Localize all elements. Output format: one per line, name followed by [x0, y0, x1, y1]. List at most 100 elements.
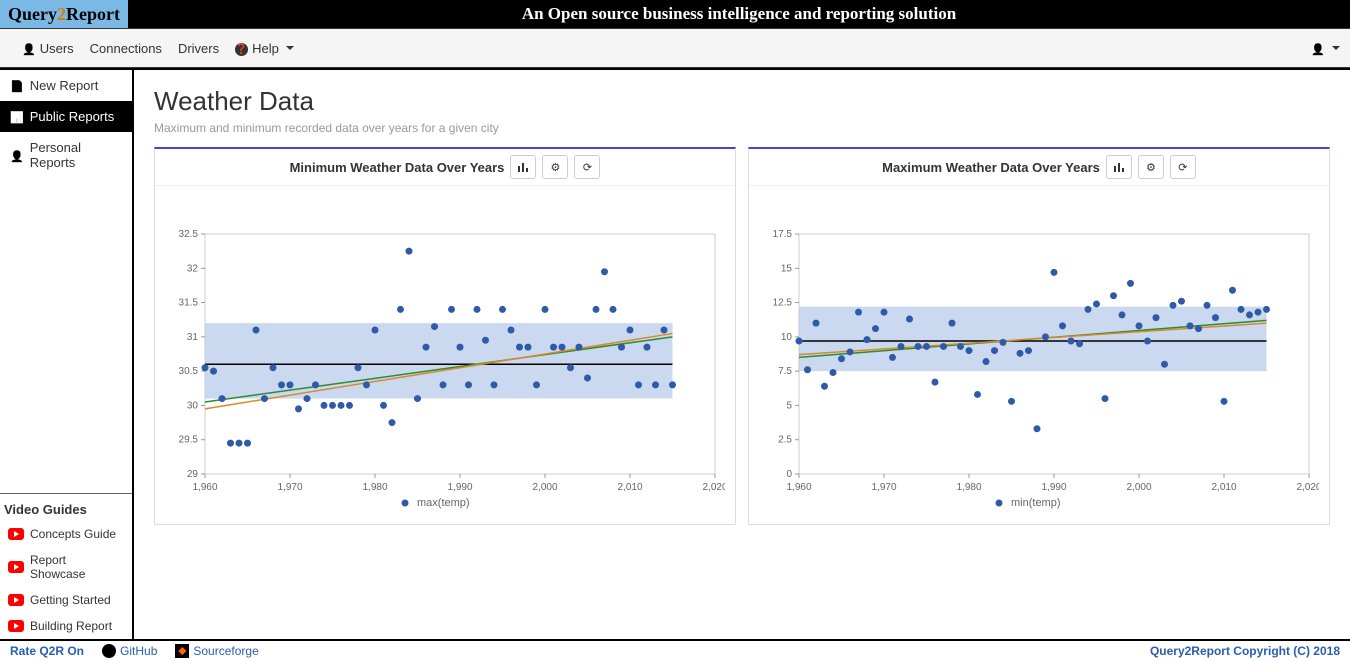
svg-text:29: 29 [187, 469, 199, 480]
sidebar-video-guides-title: Video Guides [0, 494, 132, 521]
bar-chart-icon [517, 161, 529, 173]
nav-connections[interactable]: Connections [90, 41, 162, 56]
svg-text:17.5: 17.5 [773, 229, 793, 240]
github-icon [102, 644, 116, 658]
svg-text:2,020: 2,020 [1296, 482, 1319, 493]
vg-label: Concepts Guide [30, 527, 116, 541]
sidebar-item-label: Personal Reports [30, 140, 122, 170]
youtube-icon [8, 594, 24, 606]
svg-text:5: 5 [786, 400, 792, 411]
chart-type-button[interactable] [1106, 155, 1132, 179]
svg-text:1,970: 1,970 [277, 482, 302, 493]
page-title: Weather Data [154, 86, 1330, 117]
chevron-down-icon [286, 46, 294, 50]
svg-text:1,960: 1,960 [786, 482, 811, 493]
sidebar-public-reports[interactable]: Public Reports [0, 101, 132, 132]
chart-header: Maximum Weather Data Over Years ⚙ ⟳ [749, 149, 1329, 186]
sidebar-item-label: Public Reports [30, 109, 115, 124]
page-subtitle: Maximum and minimum recorded data over y… [154, 121, 1330, 135]
sidebar: New Report Public Reports Personal Repor… [0, 70, 134, 639]
main-content: Weather Data Maximum and minimum recorde… [134, 70, 1350, 639]
svg-text:15: 15 [781, 263, 793, 274]
chart-header: Minimum Weather Data Over Years ⚙ ⟳ [155, 149, 735, 186]
body: New Report Public Reports Personal Repor… [0, 68, 1350, 639]
chart-panel-max: Maximum Weather Data Over Years ⚙ ⟳ 02.5… [748, 147, 1330, 525]
svg-text:2,020: 2,020 [702, 482, 725, 493]
youtube-icon [8, 528, 24, 540]
nav-connections-label: Connections [90, 41, 162, 56]
footer-sourceforge-label: Sourceforge [193, 644, 258, 658]
svg-text:1,960: 1,960 [192, 482, 217, 493]
gear-icon: ⚙ [550, 161, 560, 174]
svg-text:2.5: 2.5 [778, 435, 792, 446]
svg-text:30.5: 30.5 [179, 366, 199, 377]
chart-type-button[interactable] [510, 155, 536, 179]
chart-title: Minimum Weather Data Over Years [290, 160, 505, 175]
chart-settings-button[interactable]: ⚙ [542, 155, 568, 179]
user-icon [22, 41, 36, 56]
youtube-icon [8, 620, 24, 632]
nav-account[interactable] [1311, 41, 1340, 56]
nav-users-label: Users [40, 41, 74, 56]
vg-label: Report Showcase [30, 553, 124, 581]
refresh-icon: ⟳ [1178, 161, 1187, 174]
footer-rate: Rate Q2R On [10, 644, 84, 658]
gear-icon: ⚙ [1146, 161, 1156, 174]
chart-settings-button[interactable]: ⚙ [1138, 155, 1164, 179]
user-icon [1311, 41, 1325, 56]
svg-text:2,010: 2,010 [1211, 482, 1236, 493]
nav-drivers[interactable]: Drivers [178, 41, 219, 56]
footer: Rate Q2R On GitHub ⬥ Sourceforge Query2Re… [0, 639, 1350, 661]
youtube-icon [8, 561, 24, 573]
chart-refresh-button[interactable]: ⟳ [1170, 155, 1196, 179]
svg-text:32.5: 32.5 [179, 229, 199, 240]
svg-text:31: 31 [187, 332, 199, 343]
svg-text:min(temp): min(temp) [1011, 497, 1061, 509]
footer-github-link[interactable]: GitHub [102, 644, 157, 658]
svg-text:2,000: 2,000 [532, 482, 557, 493]
svg-text:32: 32 [187, 263, 199, 274]
bars-icon [10, 109, 24, 124]
sourceforge-icon: ⬥ [175, 644, 189, 658]
nav-help-label: Help [252, 41, 279, 56]
scatter-chart-max: 02.557.51012.51517.51,9601,9701,9801,990… [759, 194, 1319, 514]
sidebar-personal-reports[interactable]: Personal Reports [0, 132, 132, 178]
help-icon [235, 40, 248, 56]
user-icon [10, 148, 24, 163]
svg-text:1,990: 1,990 [447, 482, 472, 493]
chart-refresh-button[interactable]: ⟳ [574, 155, 600, 179]
nav-help[interactable]: Help [235, 40, 294, 56]
svg-text:30: 30 [187, 400, 199, 411]
main-nav: Users Connections Drivers Help [0, 28, 1350, 68]
svg-text:2,000: 2,000 [1126, 482, 1151, 493]
chart-body: 02.557.51012.51517.51,9601,9701,9801,990… [749, 186, 1329, 524]
chart-panel-min: Minimum Weather Data Over Years ⚙ ⟳ 29 29… [154, 147, 736, 525]
vg-getting-started[interactable]: Getting Started [0, 587, 132, 613]
footer-sourceforge-link[interactable]: ⬥ Sourceforge [175, 644, 258, 658]
vg-building-report[interactable]: Building Report [0, 613, 132, 639]
vg-report-showcase[interactable]: Report Showcase [0, 547, 132, 587]
svg-text:max(temp): max(temp) [417, 497, 470, 509]
svg-text:12.5: 12.5 [773, 298, 793, 309]
tagline: An Open source business intelligence and… [128, 4, 1350, 24]
brand-logo[interactable]: Query2Report [0, 0, 128, 28]
footer-github-label: GitHub [120, 644, 157, 658]
nav-users[interactable]: Users [22, 41, 74, 56]
svg-text:29.5: 29.5 [179, 435, 199, 446]
vg-concepts-guide[interactable]: Concepts Guide [0, 521, 132, 547]
top-bar: Query2Report An Open source business int… [0, 0, 1350, 28]
bar-chart-icon [1113, 161, 1125, 173]
sidebar-item-label: New Report [30, 78, 99, 93]
scatter-chart-min: 2929.53030.53131.53232.51,9601,9701,9801… [165, 194, 725, 514]
footer-copyright: Query2Report Copyright (C) 2018 [1150, 644, 1340, 658]
chevron-down-icon [1332, 46, 1340, 50]
nav-drivers-label: Drivers [178, 41, 219, 56]
refresh-icon: ⟳ [583, 161, 592, 174]
sidebar-new-report[interactable]: New Report [0, 70, 132, 101]
brand-part1: Query [8, 4, 57, 25]
svg-text:7.5: 7.5 [778, 366, 792, 377]
svg-text:1,970: 1,970 [871, 482, 896, 493]
charts-row: Minimum Weather Data Over Years ⚙ ⟳ 29 29… [154, 147, 1330, 525]
document-icon [10, 78, 24, 93]
svg-text:1,980: 1,980 [956, 482, 981, 493]
